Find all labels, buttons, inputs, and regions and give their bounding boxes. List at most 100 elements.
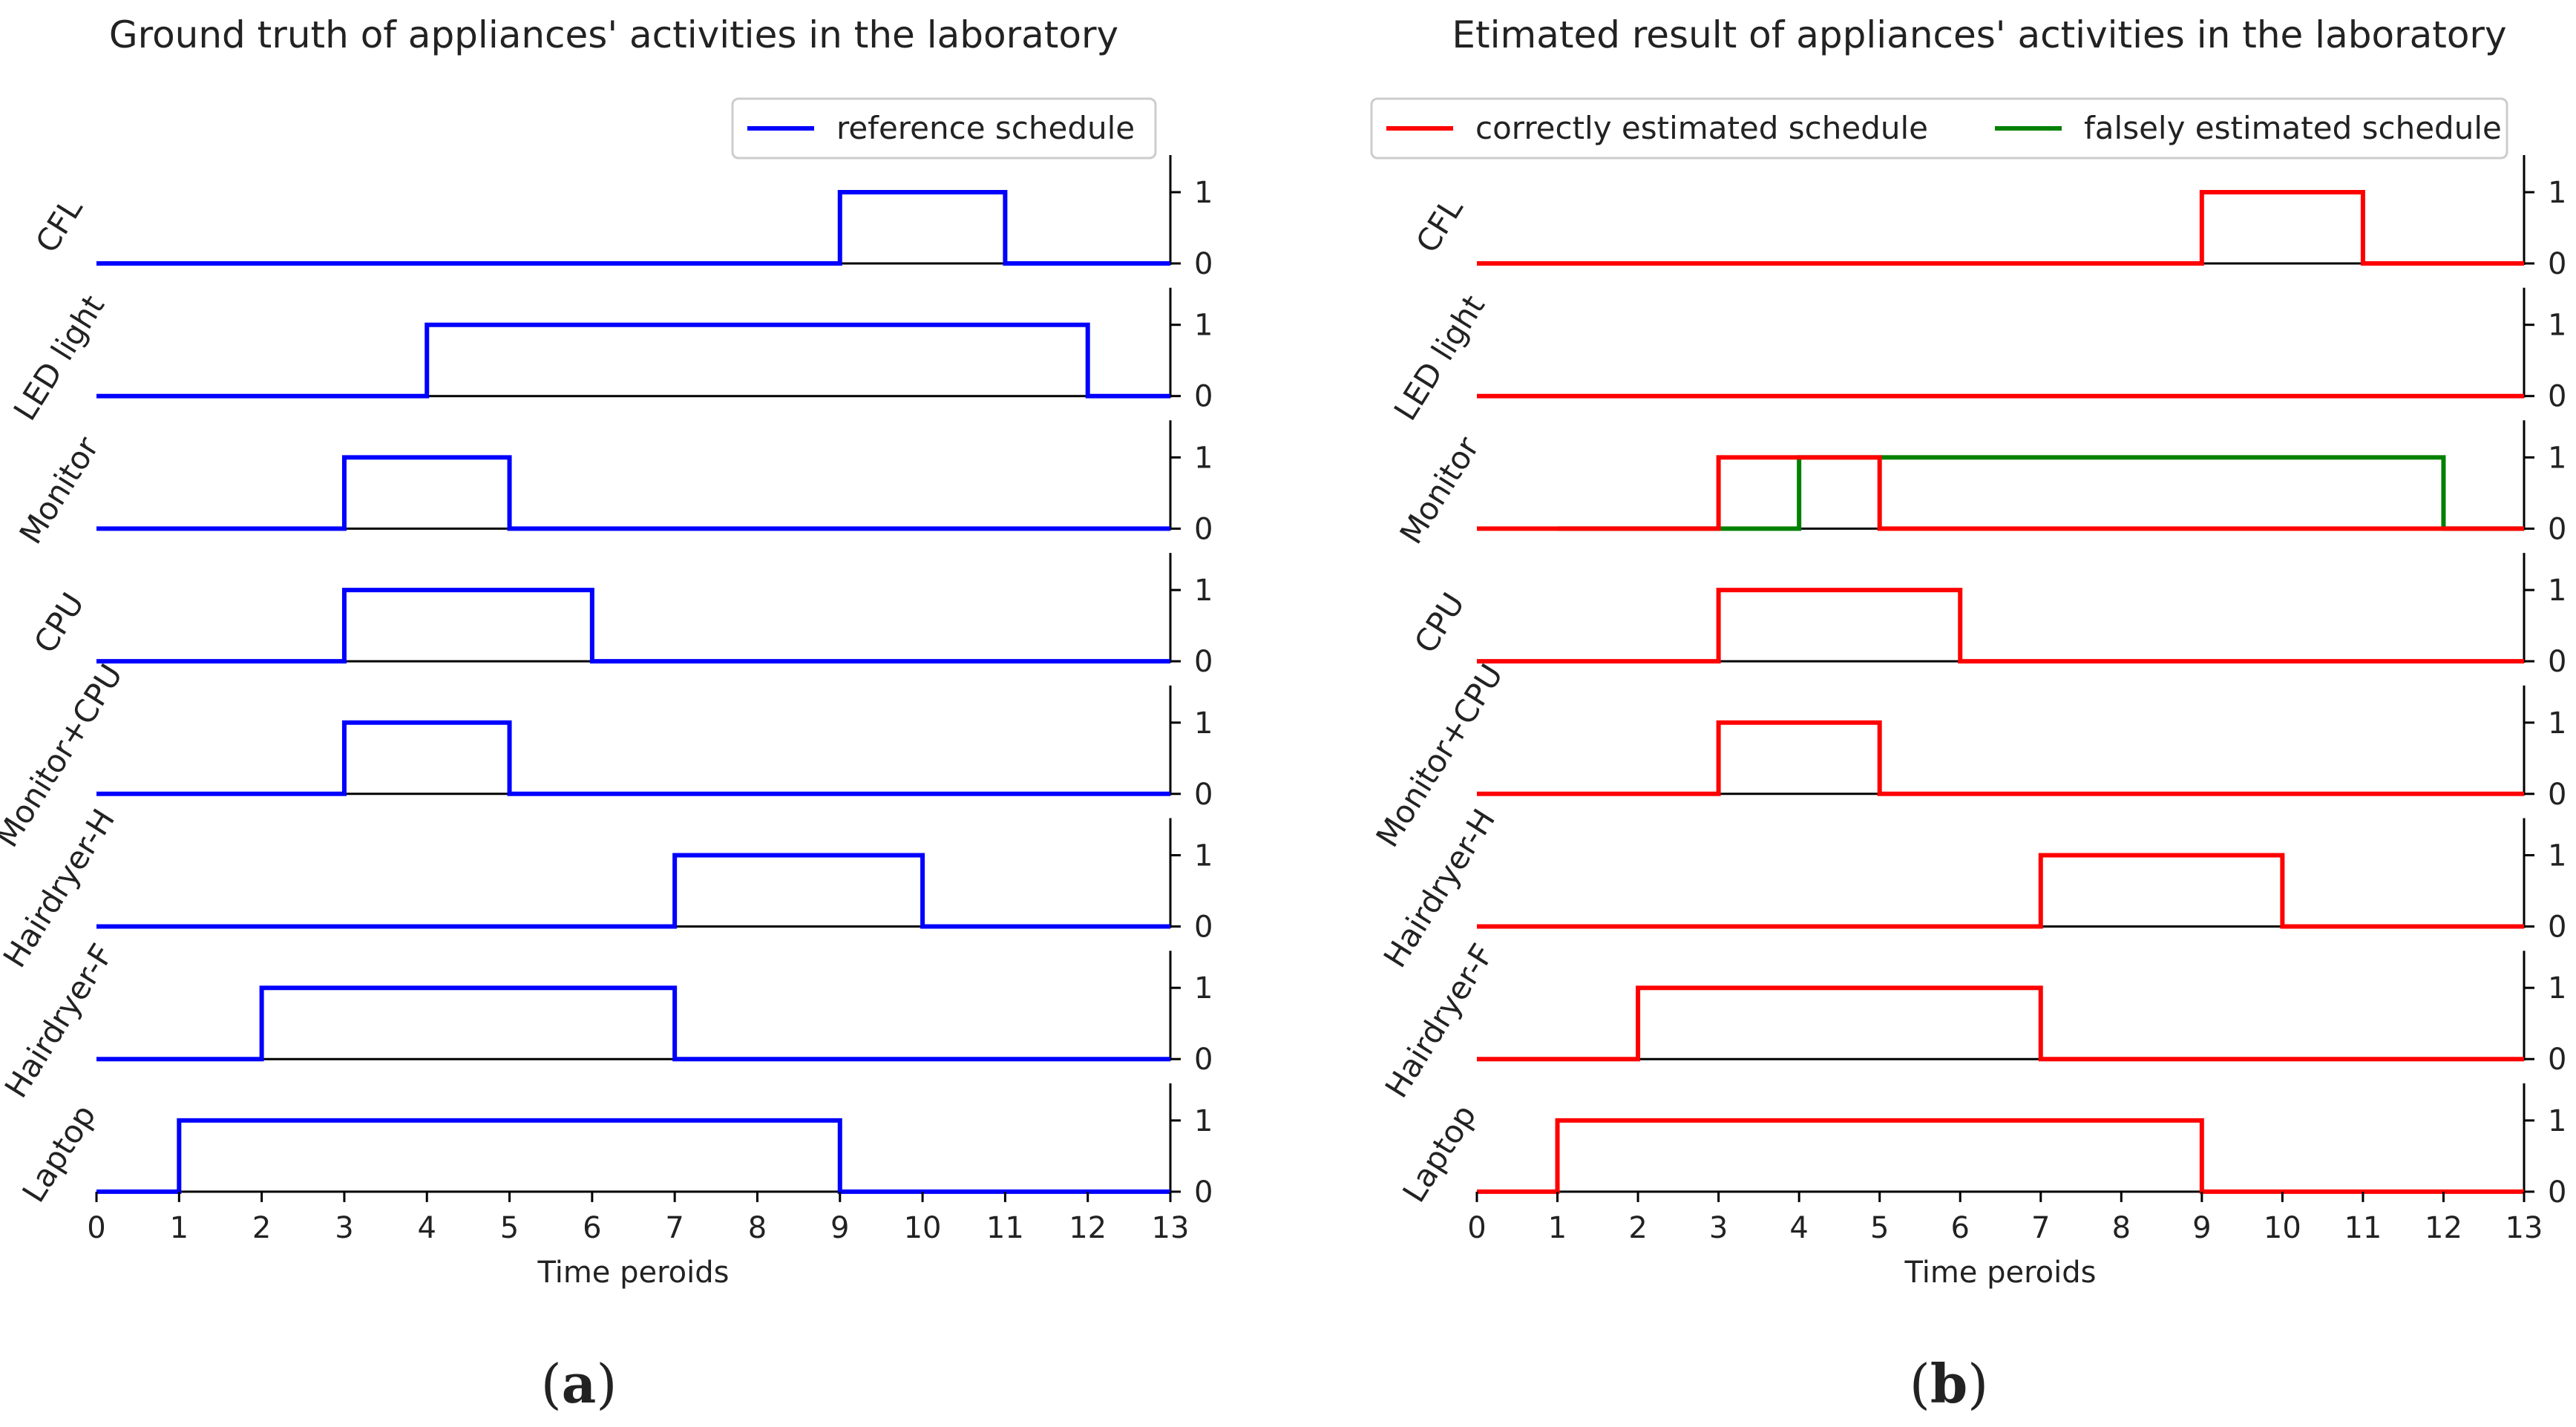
x-tick-label: 1: [1548, 1211, 1567, 1245]
subplot-monitor: Monitor 0 1: [12, 420, 1213, 550]
series-line-reference: [96, 190, 1170, 266]
y-tick-label: 0: [2548, 778, 2566, 812]
panel-letter: b: [1930, 1352, 1967, 1415]
series-line-correct: [1477, 455, 2524, 531]
x-tick-label: 10: [904, 1211, 942, 1245]
y-tick-label: 1: [1194, 309, 1213, 343]
y-tick-label: 0: [1194, 247, 1213, 281]
x-tick-label: 13: [2505, 1211, 2543, 1245]
y-tick-label: 1: [1194, 839, 1213, 873]
subplot-led-light: LED light 0 1: [1387, 287, 2566, 427]
panel-b: Etimated result of appliances' activitie…: [1369, 13, 2566, 1415]
series-line-reference: [96, 588, 1170, 664]
series-line-correct: [1477, 853, 2524, 929]
legend-box: [1370, 97, 2508, 160]
x-tick-label: 12: [1069, 1211, 1107, 1245]
x-tick-label: 10: [2264, 1211, 2301, 1245]
x-tick-label: 11: [2344, 1211, 2382, 1245]
y-tick-label: 1: [2548, 971, 2566, 1006]
row-label: LED light: [7, 289, 112, 427]
x-tick-label: 8: [2112, 1211, 2131, 1245]
legend-label: falsely estimated schedule: [2084, 110, 2502, 146]
y-tick-label: 0: [2548, 645, 2566, 679]
y-tick-label: 0: [1194, 1175, 1213, 1210]
y-tick-label: 1: [2548, 706, 2566, 741]
y-tick-label: 0: [2548, 380, 2566, 414]
y-tick-label: 0: [1194, 1043, 1213, 1077]
legend-label: reference schedule: [836, 110, 1135, 146]
y-tick-label: 1: [2548, 574, 2566, 608]
y-tick-label: 1: [1194, 574, 1213, 608]
y-tick-label: 0: [2548, 1175, 2566, 1210]
x-tick-label: 2: [252, 1211, 271, 1245]
series-line-reference: [96, 455, 1170, 531]
subplot-monitor-cpu: Monitor+CPU 01: [0, 657, 1213, 853]
y-tick-label: 0: [1194, 778, 1213, 812]
x-tick-label: 7: [2031, 1211, 2050, 1245]
x-tick-label: 8: [748, 1211, 767, 1245]
series-line-correct: [1477, 190, 2524, 266]
x-tick-label: 5: [500, 1211, 519, 1245]
series-line-reference: [96, 720, 1170, 796]
y-tick-label: 0: [1194, 645, 1213, 679]
series-line-reference: [96, 322, 1170, 398]
x-tick-label: 0: [87, 1211, 105, 1245]
y-tick-label: 0: [1194, 911, 1213, 945]
x-tick-label: 4: [418, 1211, 436, 1245]
y-tick-label: 0: [1194, 380, 1213, 414]
subplot-cpu: CPU 0 1: [1407, 553, 2566, 679]
legend: reference schedule: [731, 97, 1157, 160]
x-tick-label: 1: [170, 1211, 189, 1245]
x-tick-label: 3: [335, 1211, 353, 1245]
subplot-hairdryer-f: Hairdryer-F 01: [0, 937, 1213, 1103]
row-label: CFL: [28, 191, 90, 259]
x-tick-label: 11: [986, 1211, 1024, 1245]
y-tick-label: 1: [1194, 176, 1213, 210]
x-tick-label: 12: [2425, 1211, 2462, 1245]
legend-box: [731, 97, 1157, 160]
subplot-led-light: LED light 0 1: [7, 287, 1213, 427]
y-tick-label: 0: [2548, 247, 2566, 281]
x-tick-label: 0: [1467, 1211, 1486, 1245]
y-tick-label: 1: [1194, 1104, 1213, 1138]
row-label: CPU: [27, 586, 91, 659]
y-tick-label: 0: [2548, 512, 2566, 546]
series-line-false: [1557, 455, 2524, 531]
row-label: Monitor: [1392, 430, 1487, 551]
x-tick-label: 9: [830, 1211, 849, 1245]
x-tick-label: 6: [1951, 1211, 1970, 1245]
series-line-reference: [96, 985, 1170, 1062]
series-line-correct: [1477, 588, 2524, 664]
legend-label: correctly estimated schedule: [1475, 110, 1928, 146]
x-tick-label: 3: [1709, 1211, 1728, 1245]
y-tick-label: 1: [2548, 176, 2566, 210]
panel-caption: (b): [1910, 1352, 1989, 1415]
y-tick-label: 0: [1194, 512, 1213, 546]
y-tick-label: 0: [2548, 911, 2566, 945]
series-line-correct: [1477, 720, 2524, 796]
y-tick-label: 1: [1194, 706, 1213, 741]
subplot-cfl: CFL 0 1: [1409, 155, 2566, 281]
subplot-hairdryer-h: Hairdryer-H 01: [1377, 803, 2567, 974]
y-tick-label: 1: [2548, 441, 2566, 475]
subplot-hairdryer-h: Hairdryer-H 01: [0, 803, 1213, 974]
y-tick-label: 0: [2548, 1043, 2566, 1077]
row-label: Monitor: [12, 430, 106, 551]
panel-a: Ground truth of appliances' activities i…: [0, 13, 1213, 1415]
x-tick-label: 9: [2192, 1211, 2211, 1245]
series-line-correct: [1477, 1118, 2524, 1194]
chart-title: Etimated result of appliances' activitie…: [1452, 13, 2506, 56]
x-tick-label: 13: [1152, 1211, 1190, 1245]
panel-letter: a: [562, 1352, 597, 1415]
x-tick-label: 5: [1870, 1211, 1889, 1245]
row-label: Laptop: [1395, 1098, 1483, 1209]
y-tick-label: 1: [2548, 1104, 2566, 1138]
subplot-monitor: Monitor 0 1: [1392, 420, 2566, 550]
row-label: CFL: [1409, 191, 1470, 259]
panel-caption: (a): [541, 1352, 617, 1415]
x-axis-label: Time peroids: [1904, 1256, 2097, 1290]
y-tick-label: 1: [1194, 441, 1213, 475]
subplot-hairdryer-f: Hairdryer-F 01: [1378, 937, 2567, 1103]
subplot-laptop: Laptop 0 1: [15, 1083, 1213, 1210]
